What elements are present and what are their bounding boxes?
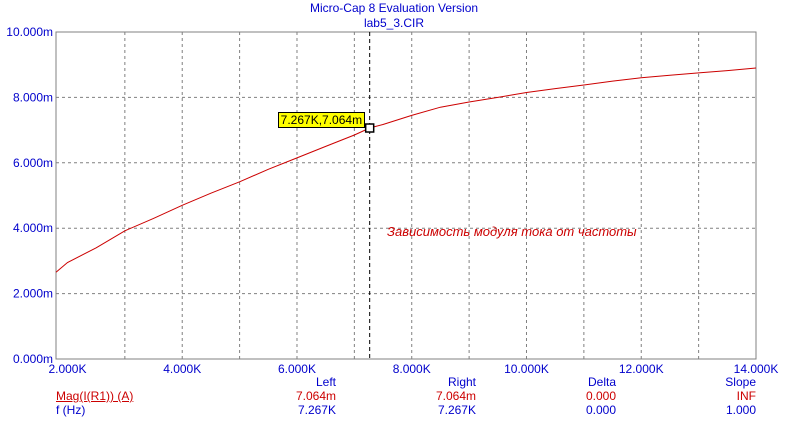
row-right-value: 7.064m (435, 389, 476, 403)
row-delta-value: 0.000 (585, 389, 616, 403)
header-right: Right (447, 375, 476, 389)
window-titles: Micro-Cap 8 Evaluation Version lab5_3.CI… (0, 1, 788, 31)
app-title: Micro-Cap 8 Evaluation Version (309, 1, 479, 15)
file-name: lab5_3.CIR (363, 16, 425, 30)
y-tick-label: 2.000m (13, 287, 53, 301)
y-tick-label: 8.000m (13, 90, 53, 104)
row-right-value: 7.267K (437, 403, 476, 417)
cursor-marker[interactable] (364, 123, 375, 133)
row-slope-value: INF (736, 389, 756, 403)
y-axis-ticks: 0.000m 2.000m 4.000m 6.000m 8.000m 10.000m (6, 25, 53, 366)
plot-frame (55, 31, 757, 360)
x-tick-label: 10.000K (504, 362, 549, 375)
series-group (55, 67, 757, 273)
x-variable-name: f (Hz) (56, 403, 86, 417)
x-tick-label: 14.000K (734, 362, 779, 375)
table-row: Mag(I(R1)) (A) 7.064m 7.064m 0.000 INF (0, 389, 788, 403)
cursor-table: Left Right Delta Slope Mag(I(R1)) (A) 7.… (0, 375, 788, 417)
row-delta-value: 0.000 (585, 403, 616, 417)
header-delta: Delta (587, 375, 616, 389)
plot-area[interactable]: 0.000m 2.000m 4.000m 6.000m 8.000m 10.000m 2.… (0, 0, 788, 375)
header-left: Left (315, 375, 336, 389)
table-row: f (Hz) 7.267K 7.267K 0.000 1.000 (0, 403, 788, 417)
table-header-row: Left Right Delta Slope (0, 375, 788, 389)
cursor-value-label: 7.267K,7.064m (277, 112, 366, 128)
series-name-link[interactable]: Mag(I(R1)) (A) (56, 389, 134, 403)
row-left-value: 7.267K (297, 403, 336, 417)
x-tick-label: 2.000K (48, 362, 86, 375)
x-tick-label: 4.000K (163, 362, 201, 375)
chart-annotation: Зависимость модуля тока от частоты (387, 224, 637, 239)
series-line (55, 67, 757, 273)
row-left-value: 7.064m (295, 389, 336, 403)
header-slope: Slope (725, 375, 756, 389)
y-tick-label: 0.000m (13, 352, 53, 366)
y-tick-label: 10.000m (6, 25, 53, 39)
x-tick-label: 8.000K (393, 362, 431, 375)
y-tick-label: 6.000m (13, 156, 53, 170)
x-axis-ticks: 2.000K 4.000K 6.000K 8.000K 10.000K 12.000K 14… (48, 362, 778, 375)
grid (56, 32, 756, 359)
y-tick-label: 4.000m (13, 221, 53, 235)
row-slope-value: 1.000 (725, 403, 756, 417)
x-tick-label: 6.000K (278, 362, 316, 375)
x-tick-label: 12.000K (619, 362, 664, 375)
